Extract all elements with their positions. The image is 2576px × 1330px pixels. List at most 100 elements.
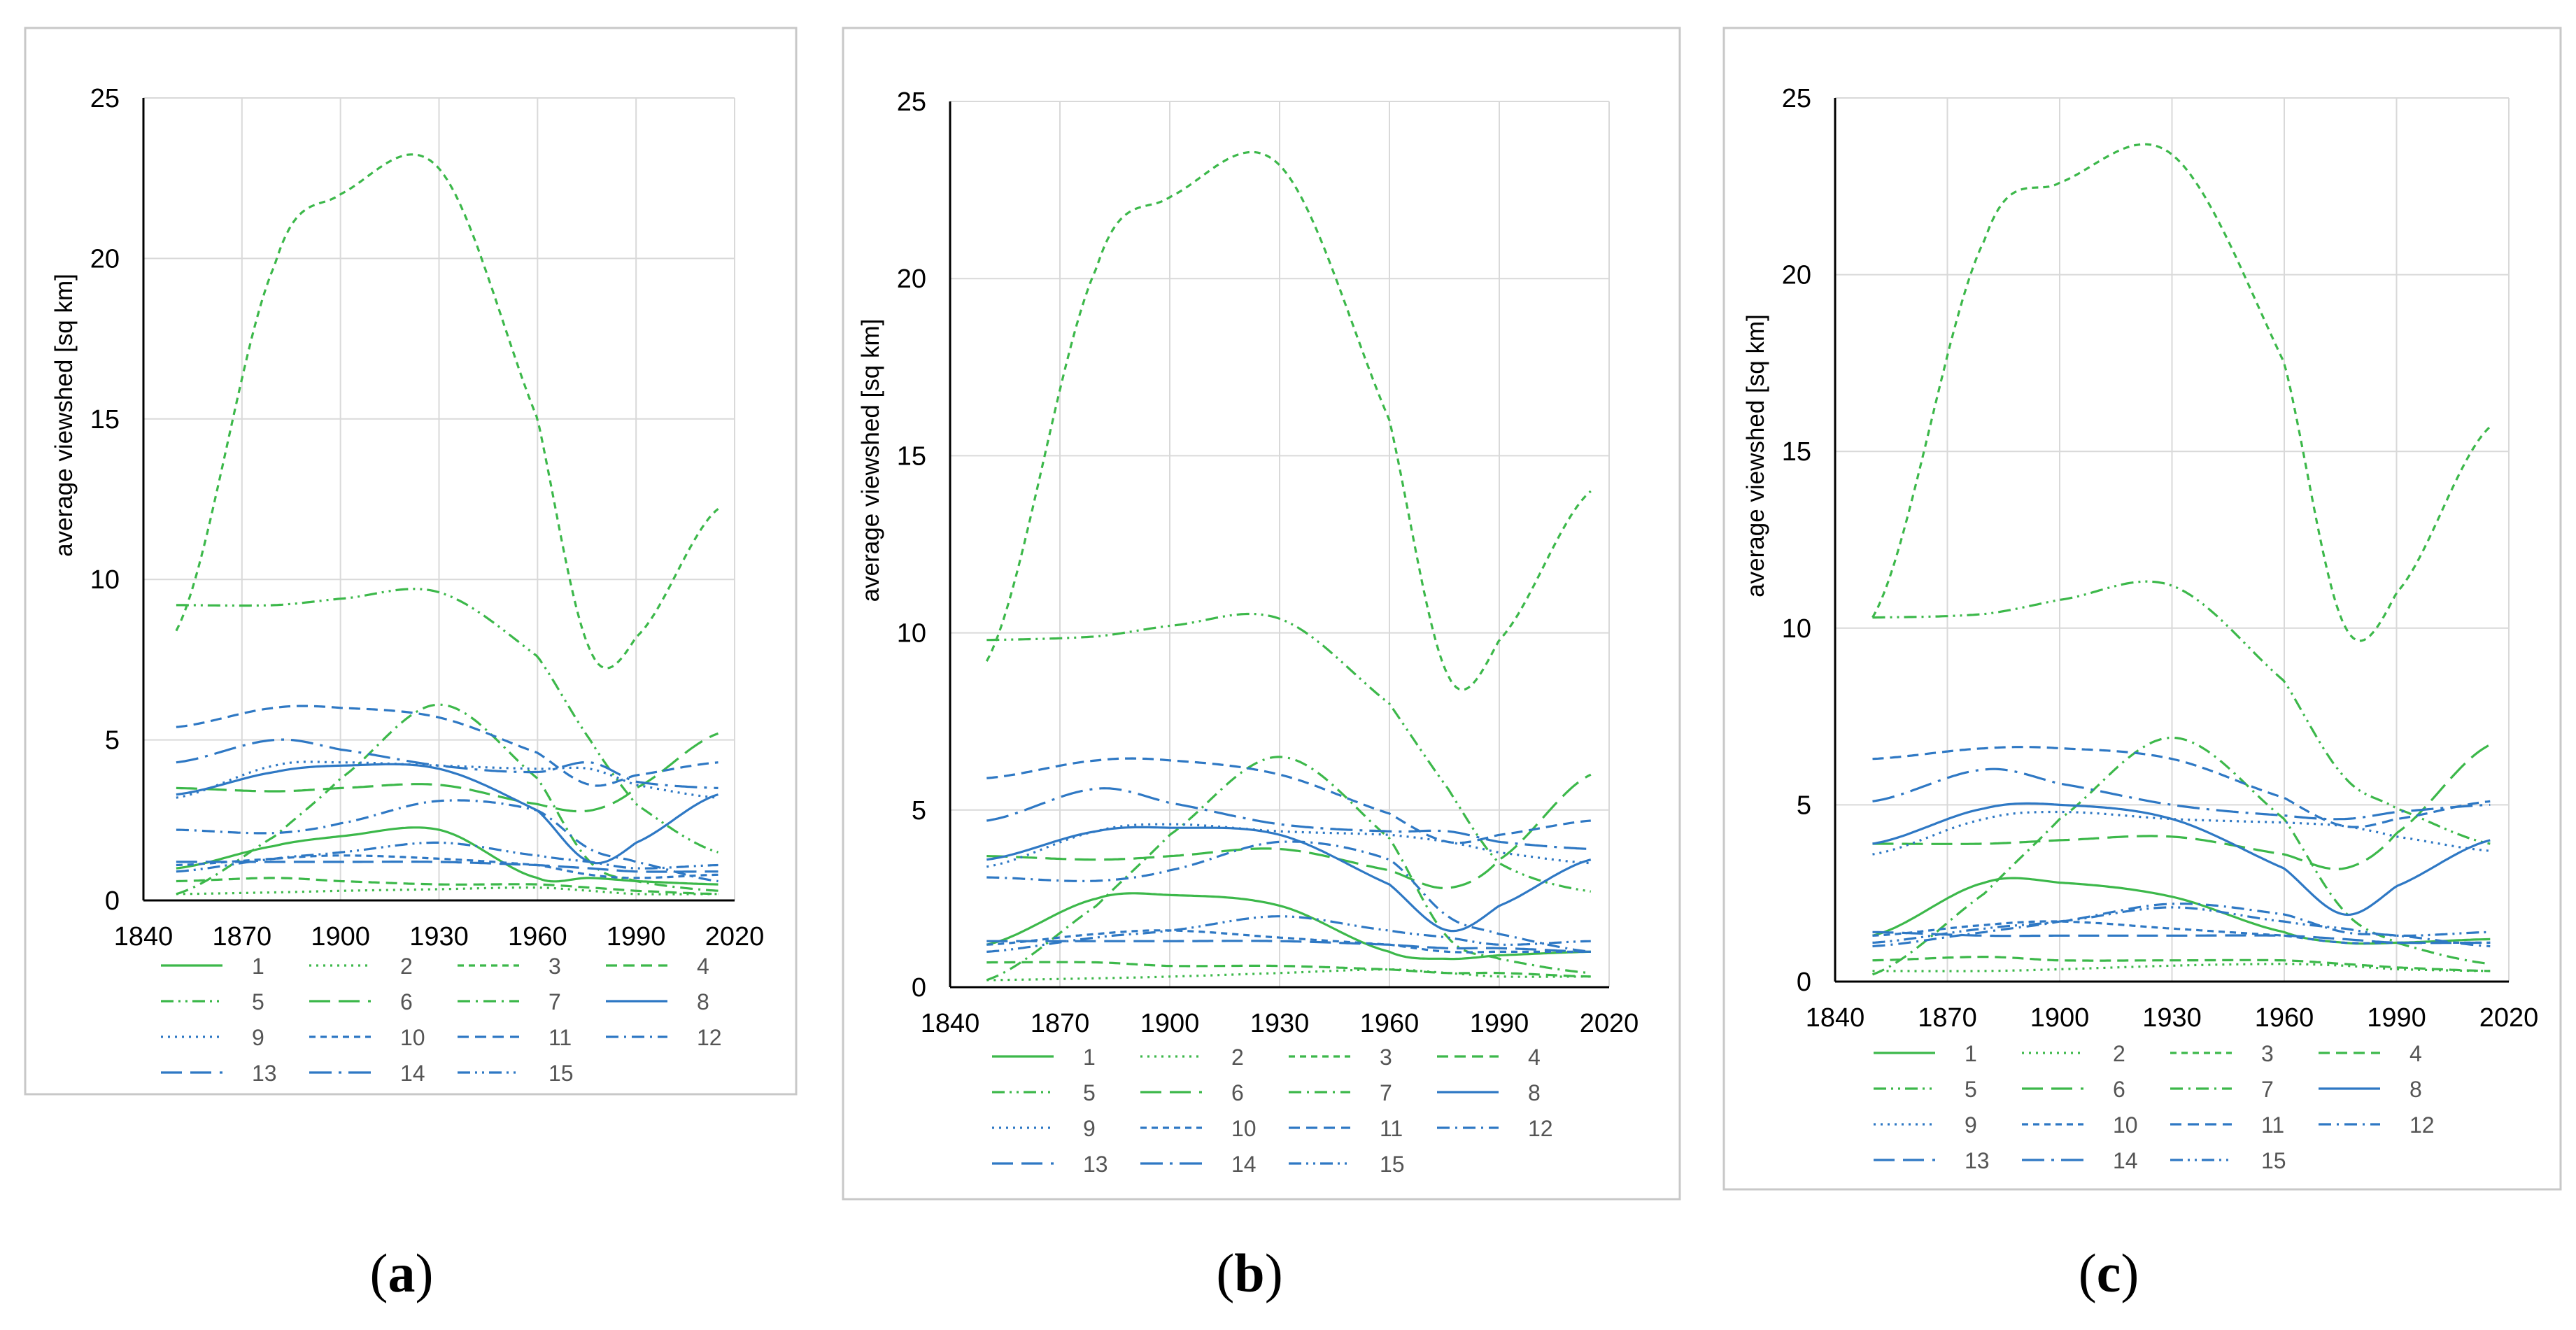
legend-label-2: 2	[1231, 1045, 1244, 1070]
y-tick-label: 20	[90, 244, 120, 274]
y-tick-label: 0	[912, 973, 926, 1003]
x-tick-label: 1990	[2367, 1003, 2426, 1033]
x-tick-label: 1990	[1470, 1009, 1529, 1038]
y-tick-label: 5	[105, 726, 120, 756]
y-axis-label: average viewshed [sq km]	[1742, 314, 1769, 597]
panel-caption-b: (b)	[1216, 1243, 1283, 1303]
x-tick-label: 1840	[921, 1009, 980, 1038]
legend-label-13: 13	[252, 1061, 277, 1086]
y-tick-label: 10	[897, 619, 926, 649]
y-tick-label: 25	[1782, 84, 1811, 113]
legend-label-15: 15	[1380, 1152, 1405, 1177]
legend-label-1: 1	[1083, 1045, 1096, 1070]
legend-label-11: 11	[549, 1025, 572, 1050]
y-tick-label: 15	[897, 441, 926, 471]
y-axis-label: average viewshed [sq km]	[857, 319, 884, 602]
legend-label-5: 5	[1965, 1077, 1977, 1102]
series-line-12	[176, 799, 719, 883]
legend-label-7: 7	[549, 989, 561, 1014]
legend-label-9: 9	[252, 1025, 264, 1050]
x-tick-label: 1840	[114, 922, 174, 951]
series-line-2	[986, 968, 1591, 982]
x-tick-label: 1960	[508, 922, 567, 951]
series-line-15	[986, 915, 1591, 953]
series-line-5	[1872, 580, 2491, 845]
legend-label-2: 2	[2113, 1041, 2125, 1066]
series-line-1	[176, 826, 719, 886]
x-tick-label: 1960	[1360, 1009, 1420, 1038]
series-line-2	[1872, 963, 2491, 972]
legend-label-4: 4	[697, 954, 709, 979]
series-line-5	[986, 612, 1592, 893]
legend-label-3: 3	[1380, 1045, 1392, 1070]
legend-label-3: 3	[2261, 1041, 2274, 1066]
series-line-10	[986, 929, 1591, 954]
y-tick-label: 10	[1782, 614, 1811, 644]
y-tick-label: 5	[1797, 791, 1811, 820]
chart-frame	[1722, 27, 2562, 1191]
y-tick-label: 5	[912, 796, 926, 826]
x-tick-label: 1870	[1918, 1003, 1977, 1033]
y-tick-label: 20	[1782, 261, 1811, 290]
series-line-3	[175, 153, 719, 670]
series-line-4	[1872, 956, 2491, 972]
series-line-12	[986, 840, 1591, 953]
legend-label-14: 14	[2113, 1148, 2138, 1173]
y-tick-label: 0	[105, 886, 120, 916]
series-line-9	[1872, 810, 2491, 856]
legend-label-2: 2	[400, 954, 413, 979]
y-tick-label: 20	[897, 264, 926, 294]
series-line-7	[176, 703, 719, 896]
x-tick-label: 2020	[705, 922, 765, 951]
x-tick-label: 1870	[213, 922, 272, 951]
x-tick-label: 1930	[1250, 1009, 1310, 1038]
series-line-6	[986, 773, 1592, 889]
legend-label-8: 8	[697, 989, 709, 1014]
x-tick-label: 1990	[607, 922, 666, 951]
x-tick-label: 1870	[1031, 1009, 1090, 1038]
y-axis-label: average viewshed [sq km]	[50, 274, 78, 557]
series-line-11	[986, 757, 1591, 844]
legend-label-13: 13	[1965, 1148, 1990, 1173]
series-line-10	[176, 854, 719, 879]
series-line-8	[176, 763, 719, 865]
legend-label-14: 14	[1231, 1152, 1257, 1177]
legend-label-6: 6	[1231, 1080, 1244, 1105]
series-line-6	[1872, 744, 2491, 870]
x-tick-label: 1900	[311, 922, 370, 951]
legend-label-15: 15	[2261, 1148, 2286, 1173]
x-tick-label: 1960	[2255, 1003, 2314, 1033]
series-line-11	[1872, 746, 2491, 828]
series-line-3	[985, 150, 1592, 691]
x-tick-label: 1900	[2030, 1003, 2090, 1033]
x-tick-label: 1900	[1140, 1009, 1200, 1038]
legend-label-14: 14	[400, 1061, 425, 1086]
legend-label-11: 11	[2261, 1112, 2284, 1138]
series-line-13	[1872, 931, 2491, 945]
series-line-8	[1872, 802, 2491, 917]
x-tick-label: 2020	[2479, 1003, 2539, 1033]
legend-label-7: 7	[1380, 1080, 1392, 1105]
x-tick-label: 1840	[1806, 1003, 1865, 1033]
legend-label-4: 4	[2409, 1041, 2422, 1066]
series-line-11	[176, 705, 719, 787]
legend-label-6: 6	[2113, 1077, 2125, 1102]
series-line-14	[176, 738, 719, 789]
legend-label-5: 5	[1083, 1080, 1096, 1105]
series-line-14	[986, 787, 1591, 851]
series-line-15	[1872, 906, 2491, 944]
legend-label-12: 12	[1528, 1116, 1553, 1141]
legend-label-7: 7	[2261, 1077, 2274, 1102]
panel-caption-c: (c)	[2078, 1243, 2139, 1303]
legend-label-9: 9	[1083, 1116, 1096, 1141]
y-tick-label: 0	[1797, 968, 1811, 997]
legend-label-15: 15	[549, 1061, 574, 1086]
y-tick-label: 15	[1782, 437, 1811, 467]
legend-label-12: 12	[697, 1025, 722, 1050]
legend-label-1: 1	[1965, 1041, 1977, 1066]
series-line-13	[986, 940, 1591, 953]
series-line-12	[1872, 903, 2491, 948]
